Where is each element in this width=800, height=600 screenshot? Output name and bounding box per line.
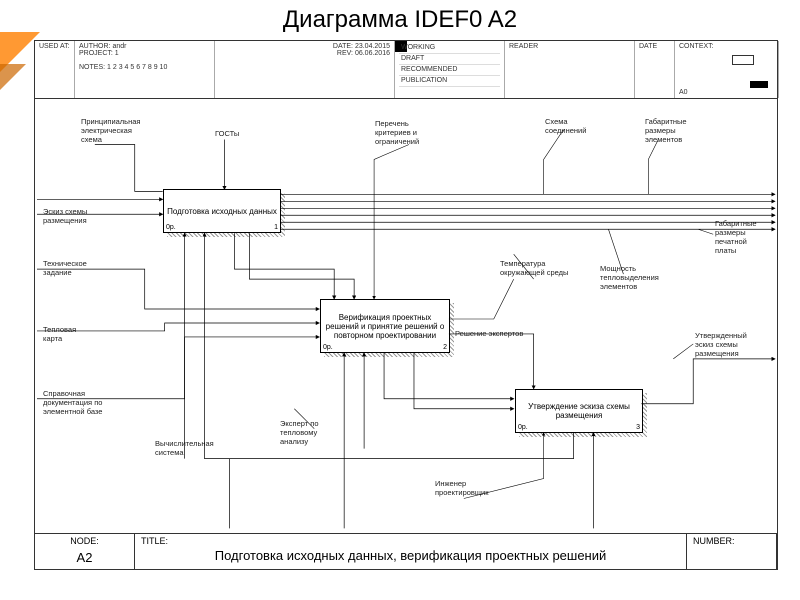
context-black-icon — [750, 81, 768, 88]
lbl-utv: Утвержденный эскиз схемы размещения — [695, 331, 765, 358]
lbl-tepl: Тепловая карта — [43, 325, 93, 343]
lbl-tz: Техническое задание — [43, 259, 103, 277]
footer-number: NUMBER: — [687, 534, 777, 569]
lbl-temp: Температура окружающей среды — [500, 259, 570, 277]
hdr-reader: READER — [505, 41, 635, 98]
hdr-status: WORKING DRAFT RECOMMENDED PUBLICATION — [395, 41, 505, 98]
lbl-gabar-plat: Габаритные размеры печатной платы — [715, 219, 770, 255]
activity-box-3: Утверждение эскиза схемы размещения 0р.3 — [515, 389, 643, 433]
hdr-used-at: USED AT: — [35, 41, 75, 98]
hdr-dates: DATE: 23.04.2015 REV: 06.06.2016 — [215, 41, 395, 98]
lbl-sprav: Справочная документация по элементной ба… — [43, 389, 113, 416]
lbl-eskiz: Эскиз схемы размещения — [43, 207, 103, 225]
lbl-resh: Решение экспертов — [455, 329, 535, 338]
hdr-context: CONTEXT: A0 — [675, 41, 779, 98]
hdr-author-project: AUTHOR: andr PROJECT: 1 NOTES: 1 2 3 4 5… — [75, 41, 215, 98]
idef0-header: USED AT: AUTHOR: andr PROJECT: 1 NOTES: … — [35, 41, 777, 99]
hdr-date2: DATE — [635, 41, 675, 98]
lbl-vych: Вычислительная система — [155, 439, 225, 457]
lbl-perech: Перечень критериев и ограничений — [375, 119, 445, 146]
lbl-moshch: Мощность тепловыделения элементов — [600, 264, 670, 291]
lbl-inzh: Инженер проектировщик — [435, 479, 515, 497]
lbl-gost: ГОСТы — [215, 129, 239, 138]
slide-accent-2 — [0, 64, 26, 90]
activity-box-1: Подготовка исходных данных 0р.1 — [163, 189, 281, 233]
lbl-schema: Схема соединений — [545, 117, 605, 135]
diagram-area: Подготовка исходных данных 0р.1 Верифика… — [35, 99, 777, 535]
activity-box-2: Верификация проектных решений и принятие… — [320, 299, 450, 353]
idef0-frame: USED AT: AUTHOR: andr PROJECT: 1 NOTES: … — [34, 40, 778, 570]
footer-node: NODE: A2 — [35, 534, 135, 569]
page-title: Диаграмма IDEF0 A2 — [0, 0, 800, 38]
footer-title: TITLE: Подготовка исходных данных, вериф… — [135, 534, 687, 569]
idef0-footer: NODE: A2 TITLE: Подготовка исходных данн… — [35, 533, 777, 569]
lbl-princ: Принципиальная электрическая схема — [81, 117, 151, 144]
context-box-icon — [732, 55, 754, 65]
lbl-gabar: Габаритные размеры элементов — [645, 117, 705, 144]
lbl-exp-tepl: Эксперт по тепловому анализу — [280, 419, 340, 446]
